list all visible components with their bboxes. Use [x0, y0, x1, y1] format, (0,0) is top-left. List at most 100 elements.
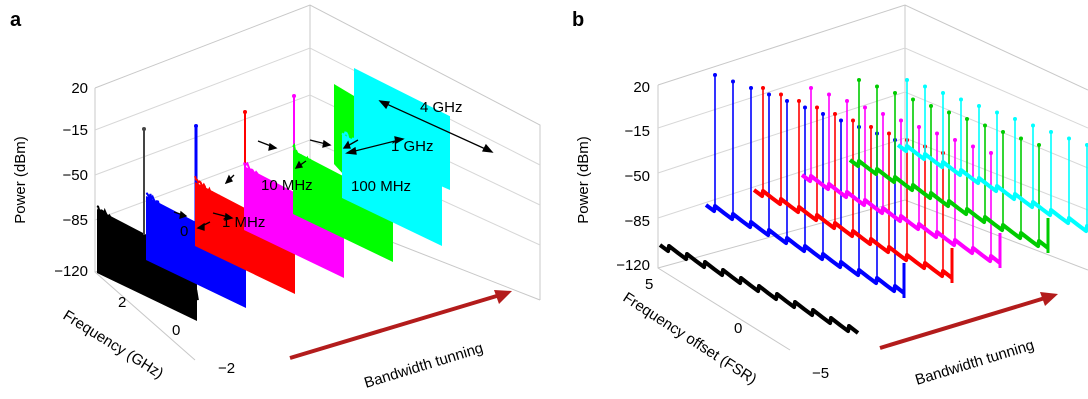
panel-b-y-axis-label: Power (dBm) — [575, 136, 592, 224]
comb-baseline — [658, 243, 860, 335]
comb-tooth-marker — [851, 118, 855, 123]
comb-tooth-marker — [839, 118, 843, 123]
comb-series-0 — [658, 243, 860, 335]
x-tick-label: 5 — [645, 276, 653, 293]
panel-b-axes-box — [657, 4, 1088, 351]
comb-tooth-marker — [947, 110, 951, 115]
comb-tooth-marker — [809, 86, 813, 90]
panel-a-bandwidth-arrow — [289, 290, 512, 360]
peak-marker — [292, 94, 296, 98]
comb-tooth-marker — [941, 91, 945, 95]
comb-tooth-marker — [857, 78, 861, 82]
comb-tooth-marker — [1013, 117, 1017, 121]
comb-tooth-marker — [761, 86, 765, 90]
comb-tooth-marker — [1037, 143, 1041, 147]
panel-a-spectra — [96, 68, 450, 321]
panel-letter-a: a — [10, 9, 22, 31]
panel-b-depth-label: Bandwidth tunning — [913, 336, 1036, 388]
panel-a-annotations: 0 1 MHz 10 MHz 100 MHz 1 GHz 4 GHz — [173, 99, 494, 240]
y-tick-label: 20 — [633, 79, 650, 96]
comb-tooth-marker — [965, 117, 969, 121]
comb-tooth-marker — [935, 131, 939, 136]
comb-tooth-marker — [797, 99, 801, 103]
broadened-band — [354, 68, 450, 190]
comb-series-2 — [752, 86, 954, 283]
y-tick-label: −85 — [63, 212, 88, 229]
annotation-0: 0 — [180, 223, 188, 240]
comb-tooth-marker — [923, 84, 927, 89]
peak-marker — [142, 127, 146, 131]
comb-tooth-marker — [815, 105, 819, 110]
noise-floor — [146, 196, 246, 308]
noise-floor — [293, 150, 393, 262]
panel-b-spectra — [658, 73, 1088, 335]
comb-series-1 — [704, 73, 906, 298]
y-tick-label: −120 — [616, 257, 650, 274]
panel-b-x-axis-label: Frequency offset (FSR) — [620, 289, 760, 388]
panel-b: b 20 −15 −50 −85 −120 Power (dBm) 5 0 −5… — [572, 4, 1088, 389]
y-tick-label: −85 — [625, 213, 650, 230]
comb-tooth-marker — [1085, 143, 1088, 147]
panel-b-bandwidth-arrow — [879, 292, 1058, 350]
panel-a: a 20 −15 −50 −85 −120 Power (dBm) 2 0 −2 — [10, 4, 541, 392]
comb-tooth-marker — [881, 112, 885, 116]
comb-tooth-marker — [911, 97, 915, 102]
panel-a-y-ticks: 20 −15 −50 −85 −120 — [54, 80, 88, 280]
comb-baseline — [896, 143, 1088, 233]
comb-tooth-marker — [827, 92, 831, 97]
comb-series-5 — [896, 78, 1088, 233]
panel-b-y-ticks: 20 −15 −50 −85 −120 — [616, 79, 650, 274]
comb-tooth-marker — [893, 91, 897, 95]
comb-tooth-marker — [731, 79, 735, 84]
peak-marker — [243, 110, 247, 114]
comb-tooth-marker — [905, 78, 909, 82]
noise-floor — [244, 166, 344, 278]
comb-tooth-marker — [989, 151, 993, 155]
comb-tooth-marker — [833, 112, 837, 116]
panel-b-x-ticks: 5 0 −5 — [645, 276, 829, 382]
x-tick-label: 0 — [734, 320, 742, 337]
peak-marker — [194, 124, 198, 128]
comb-tooth-marker — [899, 118, 903, 123]
comb-tooth-marker — [971, 144, 975, 149]
comb-tooth-marker — [749, 86, 753, 90]
panel-a-x-axis-label: Frequency (GHz) — [60, 307, 167, 382]
x-tick-label: 0 — [172, 322, 180, 339]
panel-a-y-axis-label: Power (dBm) — [12, 136, 29, 224]
comb-tooth-marker — [1019, 136, 1023, 141]
spectrum-series-5 — [341, 68, 450, 246]
annotation-10mhz: 10 MHz — [261, 177, 313, 194]
y-tick-label: −50 — [63, 167, 88, 184]
y-tick-label: −15 — [63, 122, 88, 139]
annotation-1ghz: 1 GHz — [391, 138, 434, 155]
comb-tooth-marker — [953, 138, 957, 142]
comb-tooth-marker — [1031, 123, 1035, 128]
comb-tooth-marker — [863, 105, 867, 110]
comb-tooth-marker — [845, 99, 849, 103]
comb-tooth-marker — [869, 125, 873, 129]
y-tick-label: −15 — [625, 123, 650, 140]
panel-letter-b: b — [572, 9, 584, 31]
comb-tooth-marker — [821, 112, 825, 116]
comb-tooth-marker — [977, 104, 981, 108]
comb-tooth-marker — [959, 97, 963, 102]
comb-tooth-marker — [917, 125, 921, 129]
comb-tooth-marker — [983, 123, 987, 128]
comb-tooth-marker — [785, 99, 789, 103]
comb-tooth-marker — [779, 92, 783, 97]
comb-tooth-marker — [995, 110, 999, 115]
comb-tooth-marker — [713, 73, 717, 77]
comb-tooth-marker — [1001, 130, 1005, 134]
annotation-100mhz: 100 MHz — [351, 178, 411, 195]
noise-floor — [97, 209, 197, 321]
y-tick-label: −120 — [54, 263, 88, 280]
comb-tooth-marker — [803, 105, 807, 110]
annotation-4ghz: 4 GHz — [420, 99, 463, 116]
comb-series-3 — [800, 86, 1002, 268]
comb-tooth-marker — [767, 92, 771, 97]
comb-tooth-marker — [887, 131, 891, 136]
panel-a-depth-label: Bandwidth tunning — [362, 339, 485, 391]
comb-tooth-marker — [875, 84, 879, 89]
y-tick-label: −50 — [625, 168, 650, 185]
